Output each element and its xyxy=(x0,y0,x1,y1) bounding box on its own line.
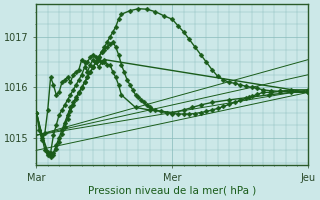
X-axis label: Pression niveau de la mer( hPa ): Pression niveau de la mer( hPa ) xyxy=(88,186,256,196)
